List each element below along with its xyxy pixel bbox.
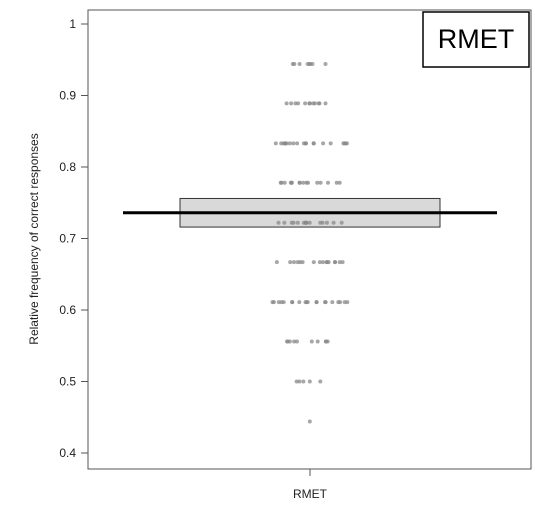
data-point (301, 180, 306, 185)
data-point (317, 260, 322, 265)
data-point (295, 141, 300, 146)
y-axis-label: Relative frequency of correct responses (27, 133, 41, 344)
data-point (307, 101, 312, 106)
data-point (320, 260, 325, 265)
data-point (288, 180, 293, 185)
data-point (317, 101, 322, 106)
data-point (297, 300, 302, 305)
data-point (331, 220, 336, 225)
data-point (344, 141, 349, 146)
data-point (287, 141, 292, 146)
data-point (337, 180, 342, 185)
data-point (293, 101, 298, 106)
data-point (285, 339, 289, 344)
data-point (297, 379, 302, 384)
data-point (303, 220, 308, 225)
y-tick-label: 0.7 (59, 232, 76, 246)
data-point (304, 180, 309, 185)
y-tick-label: 0.6 (59, 303, 76, 317)
data-point (324, 260, 329, 265)
data-point (292, 260, 296, 265)
data-point (290, 300, 295, 305)
data-point (309, 339, 314, 344)
data-point (326, 180, 330, 185)
y-axis: 0.4 0.5 0.6 0.7 0.8 0.9 1 (59, 17, 88, 460)
data-point (284, 101, 289, 106)
data-point (301, 379, 306, 384)
data-point (328, 141, 333, 146)
data-point (318, 220, 323, 225)
panel-label: RMET (438, 24, 515, 54)
data-point (324, 220, 329, 225)
data-point (340, 260, 345, 265)
data-point (323, 62, 328, 66)
data-point (282, 180, 287, 185)
data-point (274, 260, 279, 265)
data-point (334, 180, 339, 185)
data-point (307, 379, 312, 384)
data-point (290, 62, 295, 66)
data-point (297, 180, 302, 185)
data-point (289, 101, 294, 106)
data-point (323, 300, 327, 305)
data-point (314, 300, 319, 305)
data-point (311, 101, 316, 106)
y-tick-label: 0.5 (59, 375, 76, 389)
data-point (311, 141, 316, 146)
data-point (303, 101, 308, 106)
data-point (287, 339, 292, 344)
data-point (300, 260, 305, 265)
data-point (308, 62, 313, 66)
data-point (292, 339, 297, 344)
x-axis: RMET (293, 469, 328, 501)
y-tick-label: 1 (69, 17, 76, 31)
data-point (345, 300, 350, 305)
panel-label-box (422, 11, 530, 68)
point-layer (270, 62, 350, 424)
y-tick-label: 0.8 (59, 160, 76, 174)
data-point (273, 141, 278, 146)
data-point (311, 260, 316, 265)
data-point (294, 379, 299, 384)
data-point (276, 220, 281, 225)
data-point (288, 260, 293, 265)
data-point (315, 339, 320, 344)
data-point (307, 220, 312, 225)
data-point (295, 339, 299, 344)
plot-frame (87, 9, 532, 470)
data-point (303, 141, 308, 146)
data-point (321, 141, 326, 146)
data-point (307, 419, 312, 424)
data-point (323, 101, 328, 106)
data-point (315, 180, 320, 185)
y-tick-label: 0.9 (59, 89, 76, 103)
data-point (318, 379, 323, 384)
data-point (337, 260, 342, 265)
data-point (282, 220, 287, 225)
data-point (281, 300, 286, 305)
data-point (289, 220, 294, 225)
x-tick-label: RMET (293, 487, 328, 501)
data-point (323, 339, 328, 344)
data-point (271, 300, 276, 305)
data-point (297, 62, 302, 66)
data-point (330, 300, 335, 305)
data-point (333, 260, 338, 265)
data-point (338, 300, 343, 305)
data-point (291, 141, 296, 146)
data-point (318, 180, 323, 185)
data-point (279, 180, 284, 185)
y-tick-label: 0.4 (59, 446, 76, 460)
data-point (295, 220, 300, 225)
data-point (281, 141, 286, 146)
data-point (305, 300, 310, 305)
data-point (339, 220, 344, 225)
